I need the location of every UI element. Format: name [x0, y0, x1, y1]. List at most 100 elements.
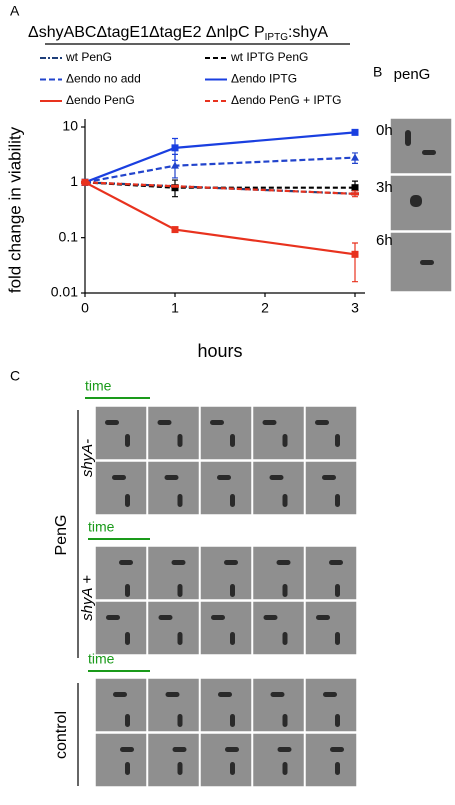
cell — [282, 632, 288, 645]
micrograph — [199, 677, 253, 733]
cell — [177, 434, 183, 447]
cell — [263, 615, 278, 620]
cell — [125, 714, 130, 727]
x-axis-label: hours — [197, 341, 242, 361]
micrograph — [94, 460, 148, 516]
cell — [224, 560, 238, 565]
cell — [164, 475, 179, 480]
plot: 0.01 0.1 1 10 0 1 2 3 hours fold change in viabil… — [5, 50, 365, 361]
marker — [351, 153, 359, 161]
cell — [125, 584, 130, 597]
legend-label: Δendo PenG — [66, 93, 135, 107]
micrograph — [199, 732, 253, 788]
time-label: 0h — [376, 122, 393, 139]
micrograph — [94, 677, 148, 733]
legend-label: wt IPTG PenG — [230, 50, 308, 64]
cell — [323, 692, 337, 697]
cell — [329, 560, 343, 565]
micrograph — [146, 677, 201, 733]
time-label: 6h — [376, 232, 393, 249]
series-line — [84, 156, 356, 184]
micrograph — [146, 460, 201, 516]
y-axis-label: fold change in viability — [5, 126, 24, 293]
micrograph — [199, 460, 253, 516]
cell — [211, 615, 225, 620]
cell — [217, 475, 231, 480]
cell — [335, 762, 340, 775]
title-part: :shyA — [288, 24, 328, 41]
cell — [335, 714, 340, 727]
micrograph — [251, 545, 306, 601]
cell — [335, 632, 340, 645]
control-label: control — [53, 711, 70, 759]
marker — [81, 180, 89, 184]
cell — [282, 584, 288, 597]
cell — [225, 747, 239, 752]
cell — [282, 714, 288, 727]
micrograph — [199, 545, 253, 601]
y-tick-label: 0.01 — [51, 284, 78, 300]
micrograph — [146, 545, 201, 601]
time-label: time — [85, 378, 112, 394]
micrograph — [199, 600, 253, 656]
cell — [230, 494, 235, 507]
marker — [351, 250, 359, 258]
cell — [158, 615, 173, 620]
cell — [210, 420, 224, 425]
legend-label: Δendo no add — [66, 72, 141, 86]
cell — [315, 420, 329, 425]
cell — [171, 560, 186, 565]
cell — [125, 494, 130, 507]
micrographs-b — [389, 117, 453, 293]
micrograph — [251, 732, 306, 788]
cell — [269, 475, 284, 480]
cell — [112, 475, 126, 480]
panel-label: B — [373, 64, 382, 80]
marker — [171, 144, 179, 152]
cell — [335, 494, 340, 507]
micrograph — [94, 545, 148, 601]
cell — [177, 714, 183, 727]
cell — [177, 494, 183, 507]
cell — [230, 584, 235, 597]
marker — [171, 184, 179, 188]
cell — [282, 762, 288, 775]
marker — [351, 184, 359, 192]
cell — [405, 130, 411, 146]
cell — [125, 434, 130, 447]
cell — [410, 195, 422, 207]
treatment-label: PenG — [53, 515, 70, 556]
cell — [105, 420, 119, 425]
micrograph — [304, 677, 358, 733]
cell — [270, 692, 285, 697]
micrograph — [94, 600, 148, 656]
time-label: time — [88, 651, 115, 667]
title-sub: IPTG — [265, 32, 289, 43]
cell — [330, 747, 344, 752]
cell — [157, 420, 172, 425]
micrograph — [146, 405, 201, 461]
cell — [420, 260, 434, 265]
cell — [262, 420, 277, 425]
cell — [230, 714, 235, 727]
micrographs-c — [94, 405, 358, 788]
panel-label: C — [10, 368, 20, 384]
cell — [230, 762, 235, 775]
micrograph — [94, 732, 148, 788]
cell — [125, 762, 130, 775]
marker — [351, 192, 359, 196]
cell — [106, 615, 120, 620]
micrograph — [251, 600, 306, 656]
cell — [335, 434, 340, 447]
y-tick-label: 0.1 — [59, 228, 79, 244]
micrograph — [251, 460, 306, 516]
micrograph — [146, 600, 201, 656]
cell — [282, 494, 288, 507]
cell — [335, 584, 340, 597]
micrograph — [304, 545, 358, 601]
cell — [177, 632, 183, 645]
cell — [125, 632, 130, 645]
cell — [177, 762, 183, 775]
time-label: 3h — [376, 179, 393, 196]
x-tick-label: 3 — [351, 300, 359, 316]
